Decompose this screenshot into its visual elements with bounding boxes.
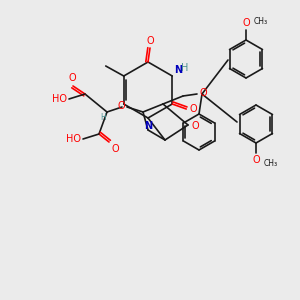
Text: O: O [199,88,207,98]
Text: CH₃: CH₃ [254,17,268,26]
Text: HO: HO [66,134,81,144]
Text: H: H [181,63,189,73]
Text: O: O [242,18,250,28]
Text: O: O [191,121,199,131]
Text: O: O [117,101,125,111]
Text: O: O [252,155,260,165]
Text: O: O [146,36,154,46]
Text: O: O [68,73,76,83]
Text: H: H [100,113,106,122]
Text: O: O [111,144,118,154]
Text: HO: HO [52,94,67,104]
Text: N: N [144,121,152,131]
Text: N: N [174,65,182,75]
Text: CH₃: CH₃ [264,159,278,168]
Text: O: O [189,104,197,114]
